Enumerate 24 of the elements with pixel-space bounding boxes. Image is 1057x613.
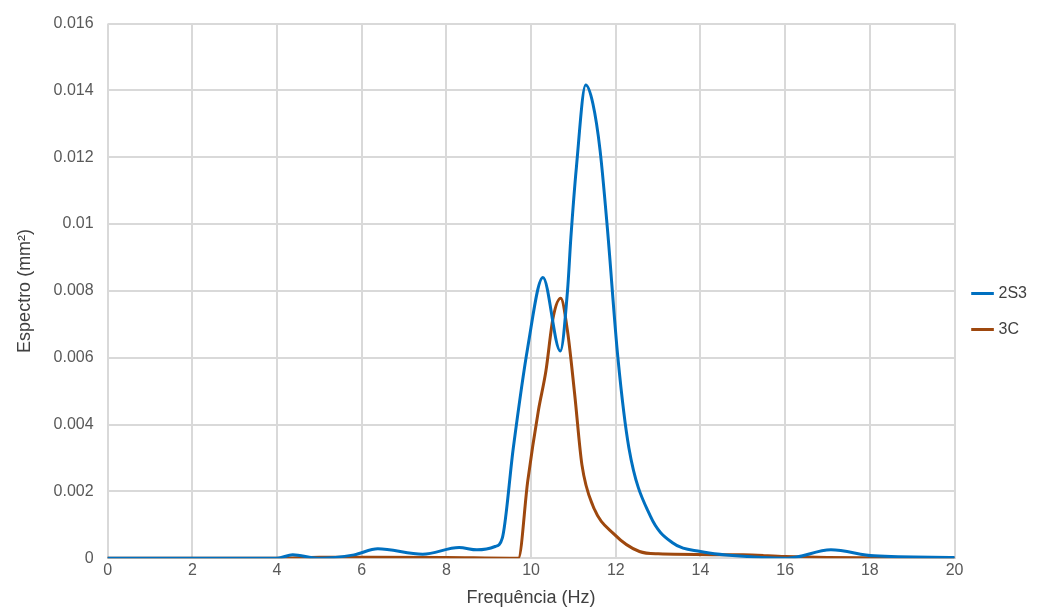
x-tick-label: 4 [272,561,282,579]
y-tick-label: 0.014 [53,80,94,98]
x-tick-label: 0 [103,561,113,579]
y-tick-label: 0.004 [53,414,94,432]
y-tick-label: 0.01 [62,214,94,232]
x-tick-label: 6 [357,561,367,579]
y-tick-label: 0.012 [53,147,94,165]
y-axis-title: Espectro (mm²) [13,228,34,353]
x-tick-label: 2 [187,561,197,579]
x-tick-label: 18 [860,561,879,579]
y-tick-label: 0.016 [53,14,94,32]
y-tick-label: 0.008 [53,281,94,299]
x-tick-label: 20 [945,561,964,579]
legend-label: 3C [998,319,1019,337]
x-tick-label: 8 [441,561,451,579]
x-tick-label: 12 [606,561,625,579]
y-tick-label: 0.006 [53,348,94,366]
y-tick-label: 0.002 [53,481,94,499]
x-tick-label: 14 [691,561,710,579]
x-axis-title: Frequência (Hz) [466,587,596,608]
x-tick-label: 16 [776,561,795,579]
legend-label: 2S3 [998,283,1028,301]
y-tick-label: 0 [84,548,94,566]
x-tick-label: 10 [522,561,541,579]
